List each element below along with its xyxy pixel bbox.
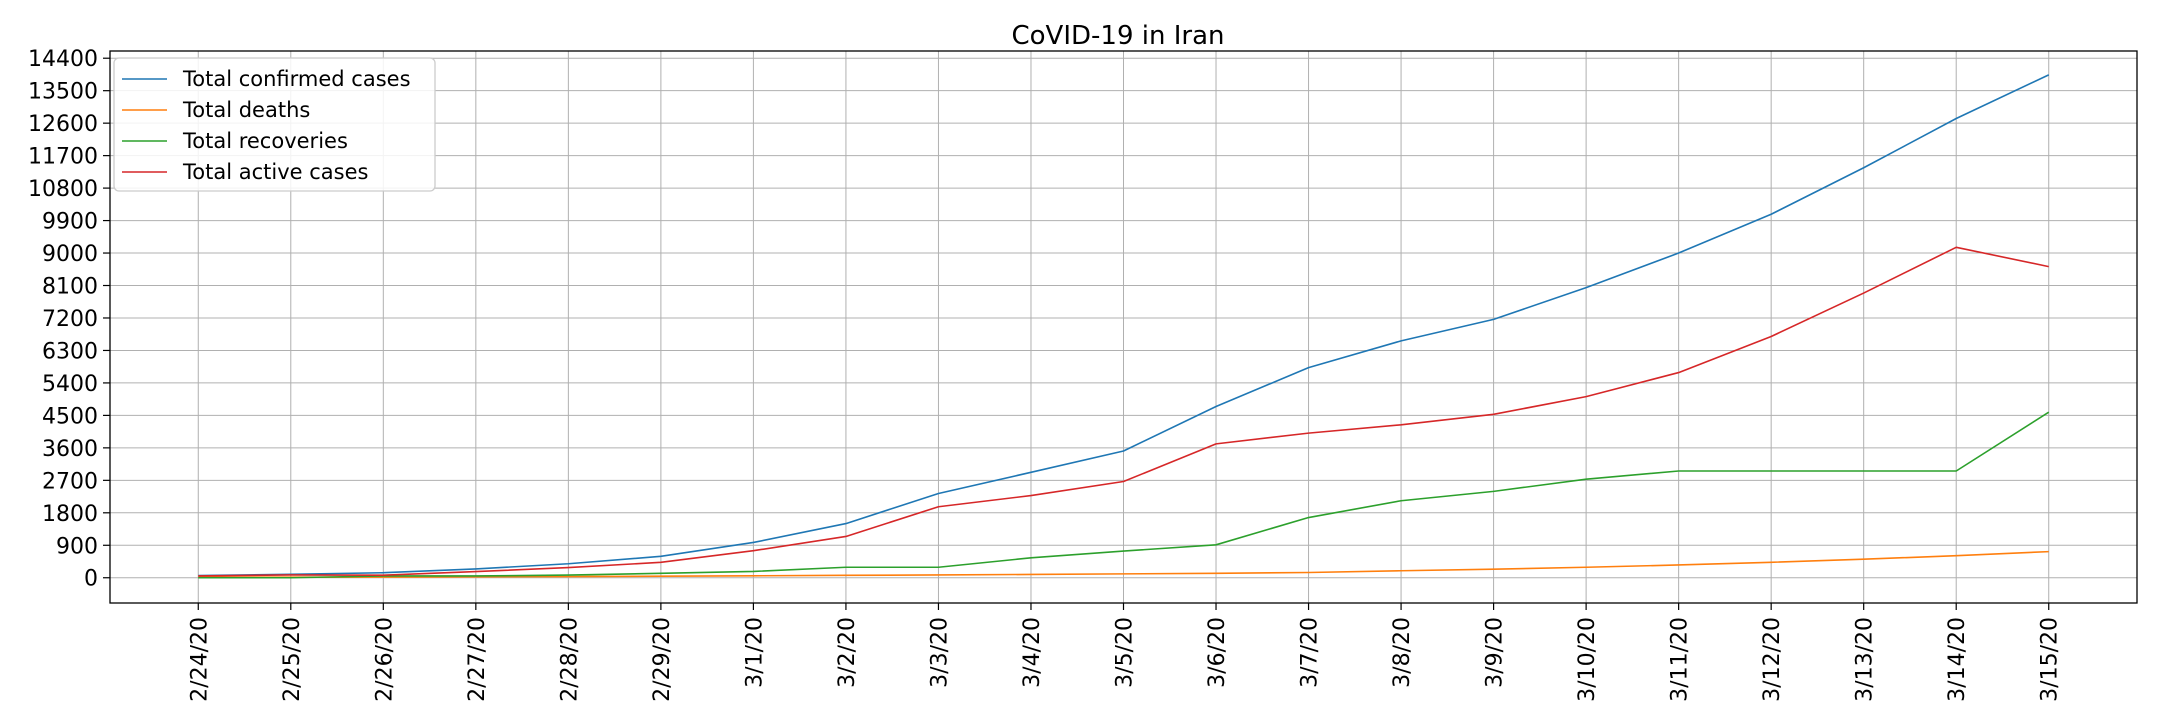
y-tick-label: 7200 — [42, 307, 98, 332]
x-tick-label: 3/15/20 — [2038, 617, 2063, 702]
x-tick-label: 2/27/20 — [465, 617, 490, 702]
legend-box — [113, 57, 436, 192]
y-tick-label: 900 — [56, 534, 98, 559]
y-tick-label: 13500 — [28, 80, 98, 105]
y-tick-label: 12600 — [28, 112, 98, 137]
series-line — [198, 550, 2049, 579]
y-tick-label: 2700 — [42, 469, 98, 494]
x-tick-label: 3/14/20 — [1945, 617, 1970, 702]
x-tick-label: 2/29/20 — [650, 617, 675, 702]
x-tick-label: 3/8/20 — [1390, 617, 1415, 688]
x-tick-label: 3/5/20 — [1113, 617, 1138, 688]
x-tick-label: 3/13/20 — [1853, 617, 1878, 702]
legend-label: Total recoveries — [182, 129, 348, 153]
x-tick-label: 2/26/20 — [372, 617, 397, 702]
series-line — [198, 411, 2050, 579]
x-tick-label: 3/12/20 — [1760, 617, 1785, 702]
legend-label: Total deaths — [182, 98, 310, 122]
x-tick-label: 3/6/20 — [1205, 617, 1230, 688]
x-tick-label: 2/24/20 — [187, 617, 212, 702]
x-tick-label: 3/4/20 — [1020, 617, 1045, 688]
y-tick-label: 9000 — [42, 242, 98, 267]
x-tick-label: 3/1/20 — [742, 617, 767, 688]
legend: Total confirmed cases Total deaths Total r… — [113, 57, 436, 192]
y-tick-label: 6300 — [42, 339, 98, 364]
y-tick-label: 8100 — [42, 275, 98, 300]
x-tick-label: 3/3/20 — [927, 617, 952, 688]
chart-title: CoVID-19 in Iran — [1011, 21, 1224, 51]
x-tick-label: 3/9/20 — [1483, 617, 1508, 688]
y-tick-label: 4500 — [42, 404, 98, 429]
y-tick-label: 14400 — [28, 47, 98, 72]
y-tick-label: 9900 — [42, 210, 98, 235]
x-tick-label: 3/10/20 — [1575, 617, 1600, 702]
x-tick-label: 3/11/20 — [1668, 617, 1693, 702]
series-lines — [198, 74, 2050, 579]
x-tick-label: 2/28/20 — [557, 617, 582, 702]
y-tick-label: 0 — [84, 567, 98, 592]
y-tick-label: 3600 — [42, 437, 98, 462]
x-tick-label: 3/7/20 — [1298, 617, 1323, 688]
series-line — [198, 246, 2049, 577]
x-axis-ticks: 2/24/20 2/25/20 2/26/20 2/27/20 2/28/20 2/29/… — [187, 603, 2063, 702]
legend-label: Total active cases — [182, 160, 368, 184]
grid-lines — [110, 51, 2137, 603]
x-tick-label: 3/2/20 — [835, 617, 860, 688]
x-tick-label: 2/25/20 — [280, 617, 305, 702]
y-tick-label: 10800 — [28, 177, 98, 202]
legend-label: Total confirmed cases — [182, 67, 411, 91]
series-line — [198, 74, 2050, 577]
y-axis-ticks: 0 900 1800 2700 3600 4500 5400 6300 7200 8100 9000… — [28, 47, 110, 592]
y-tick-label: 11700 — [28, 145, 98, 170]
y-tick-label: 5400 — [42, 372, 98, 397]
y-tick-label: 1800 — [42, 502, 98, 527]
